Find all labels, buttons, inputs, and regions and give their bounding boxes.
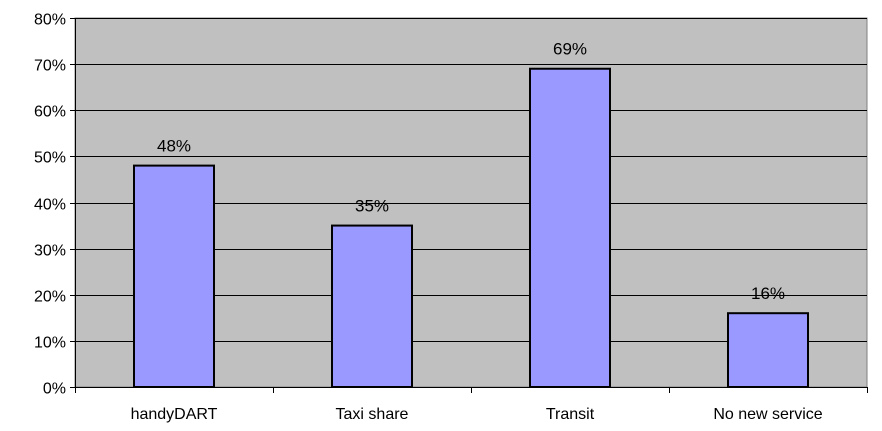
data-label: 35% <box>355 197 389 216</box>
bar <box>529 67 611 389</box>
bar <box>727 312 809 389</box>
data-label: 16% <box>751 284 785 303</box>
bar <box>331 224 413 388</box>
data-label: 48% <box>157 137 191 156</box>
y-tick-label: 0% <box>43 381 66 398</box>
y-tick-label: 60% <box>34 104 66 121</box>
y-tick-label: 20% <box>34 289 66 306</box>
category-labels: handyDART Taxi share Transit No new service <box>131 406 823 423</box>
bar <box>133 164 215 388</box>
y-tick-label: 80% <box>34 12 66 29</box>
y-axis-ticks: 0% 10% 20% 30% 40% 50% 60% 70% 80% <box>34 12 75 398</box>
category-label: Transit <box>546 406 595 423</box>
bars <box>133 67 809 389</box>
data-labels: 48% 35% 69% 16% <box>157 40 785 303</box>
y-tick-label: 70% <box>34 58 66 75</box>
y-tick-label: 50% <box>34 150 66 167</box>
category-label: handyDART <box>131 406 218 423</box>
y-tick-label: 30% <box>34 243 66 260</box>
category-label: Taxi share <box>336 406 409 423</box>
y-tick-label: 10% <box>34 335 66 352</box>
category-label: No new service <box>713 406 822 423</box>
y-tick-label: 40% <box>34 197 66 214</box>
data-label: 69% <box>553 40 587 59</box>
